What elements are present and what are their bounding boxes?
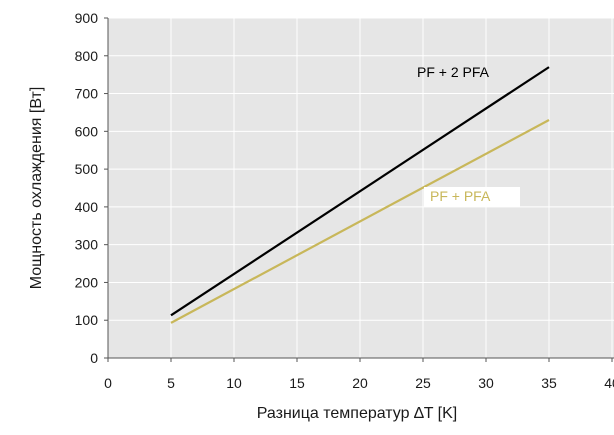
x-tick-label: 10 xyxy=(226,375,242,391)
x-tick-labels: 0 5 10 15 20 25 30 35 40 xyxy=(104,375,614,391)
y-tick-label: 400 xyxy=(75,199,99,215)
y-tick-label: 600 xyxy=(75,123,99,139)
x-tick-label: 25 xyxy=(415,375,431,391)
y-tick-label: 800 xyxy=(75,48,99,64)
series-label: PF + PFA xyxy=(430,188,491,204)
y-tick-label: 100 xyxy=(75,312,99,328)
y-tick-label: 900 xyxy=(75,10,99,26)
y-tick-label: 700 xyxy=(75,86,99,102)
y-tick-labels: 0 100 200 300 400 500 600 700 800 900 xyxy=(75,10,99,366)
x-tick-label: 35 xyxy=(541,375,557,391)
y-tick-label: 0 xyxy=(90,350,98,366)
x-tick-label: 0 xyxy=(104,375,112,391)
y-axis-title: Мощность охлаждения [Вт] xyxy=(28,87,45,290)
x-tick-label: 20 xyxy=(352,375,368,391)
series-label: PF + 2 PFA xyxy=(417,64,490,80)
y-tick-label: 500 xyxy=(75,161,99,177)
series-labels: PF + 2 PFA PF + PFA xyxy=(417,64,520,207)
series-line xyxy=(170,66,550,317)
x-tick-label: 15 xyxy=(289,375,305,391)
x-tick-label: 40 xyxy=(604,375,614,391)
x-tick-label: 5 xyxy=(167,375,175,391)
x-tick-label: 30 xyxy=(478,375,494,391)
series-label-bg xyxy=(424,187,520,207)
x-axis-title: Разница температур ∆T [K] xyxy=(257,405,457,422)
axes xyxy=(104,17,614,362)
grid xyxy=(108,17,614,358)
y-tick-label: 300 xyxy=(75,237,99,253)
series-lines xyxy=(170,66,550,324)
y-tick-label: 200 xyxy=(75,274,99,290)
series-line xyxy=(170,119,550,324)
